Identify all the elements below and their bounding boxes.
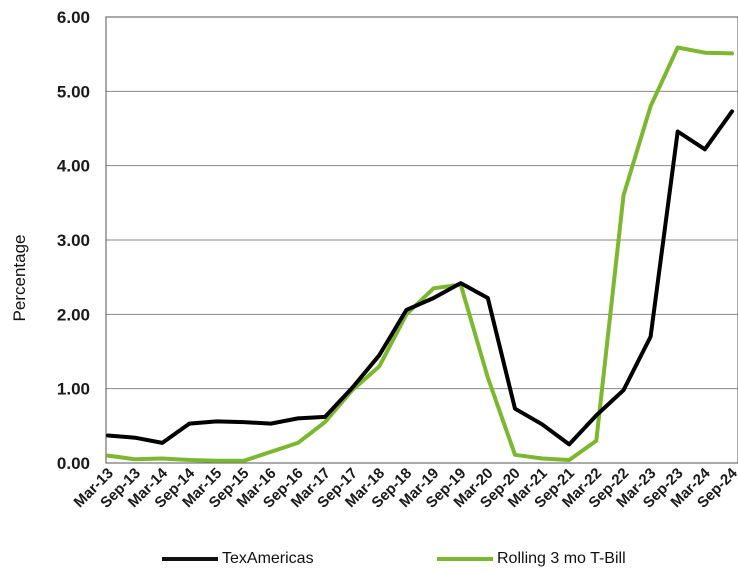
y-tick-label: 2.00 [57, 305, 90, 324]
y-tick-label: 1.00 [57, 380, 90, 399]
y-axis-tick-labels: 0.00 1.00 2.00 3.00 4.00 5.00 6.00 [57, 8, 90, 473]
y-tick-label: 0.00 [57, 454, 90, 473]
legend-swatch-tbill [437, 557, 493, 561]
legend-label-texamericas: TexAmericas [222, 550, 314, 567]
y-tick-label: 6.00 [57, 8, 90, 27]
series-line-texamericas [106, 109, 734, 447]
y-axis-title: Percentage [10, 235, 29, 322]
gridlines [106, 16, 738, 464]
legend-label-tbill: Rolling 3 mo T-Bill [497, 550, 626, 567]
series-line-tbill [106, 45, 734, 463]
y-tick-label: 4.00 [57, 157, 90, 176]
y-tick-label: 3.00 [57, 231, 90, 250]
legend-item-texamericas: TexAmericas [162, 548, 314, 570]
legend-item-tbill: Rolling 3 mo T-Bill [437, 548, 626, 570]
series-lines [106, 45, 734, 463]
x-axis-tick-labels: Mar-13Sep-13Mar-14Sep-14Mar-15Sep-15Mar-… [71, 464, 738, 511]
legend-swatch-texamericas [162, 557, 218, 561]
plot-area-frame [105, 16, 738, 464]
y-tick-label: 5.00 [57, 82, 90, 101]
